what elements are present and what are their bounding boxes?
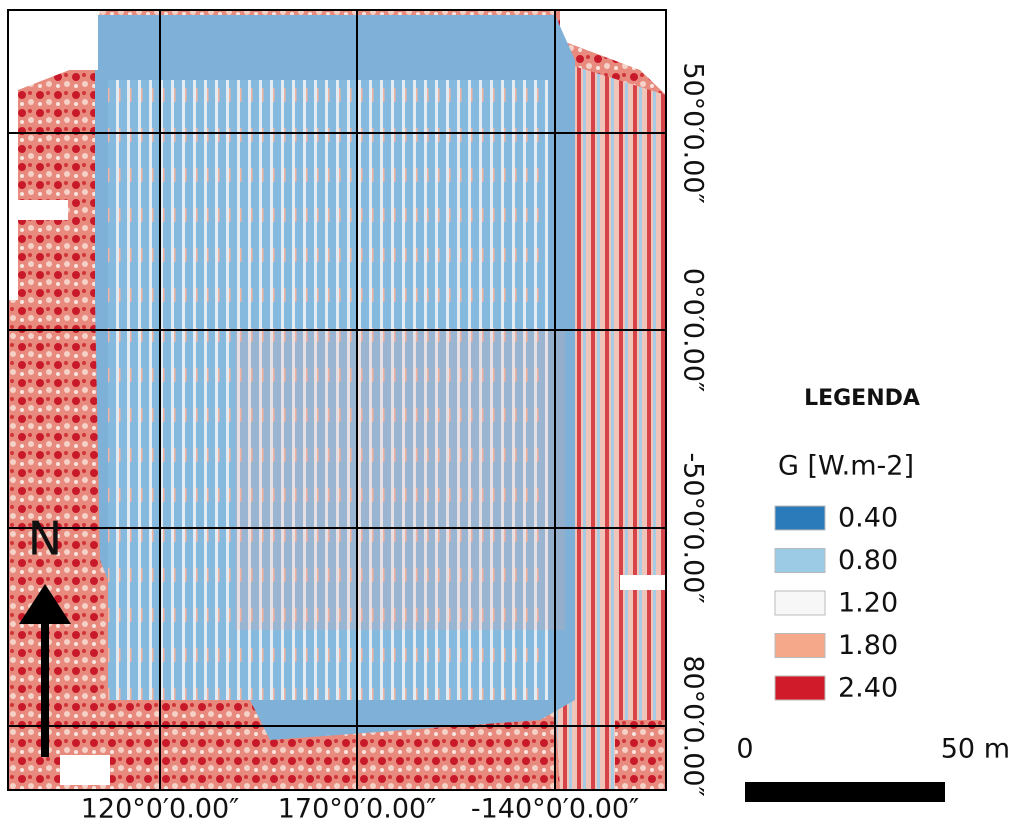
graticule <box>7 9 667 791</box>
legend-swatch <box>774 590 826 616</box>
latitude-label: 0°0′0.00″ <box>678 268 709 392</box>
north-arrow: N <box>19 512 71 757</box>
map-image <box>8 10 666 790</box>
longitude-label: -140°0′0.00″ <box>471 794 639 825</box>
scale-end: 50 m <box>941 734 1010 765</box>
right-labels: 50°0′0.00″ 0°0′0.00″ -50°0′0.00″ 80°0′0.00″ <box>678 62 709 796</box>
legend-label: 1.80 <box>838 630 898 661</box>
north-label: N <box>28 512 62 566</box>
legend-swatch <box>774 505 826 531</box>
longitude-label: 170°0′0.00″ <box>278 794 437 825</box>
legend-items: 0.40 0.80 1.20 1.80 2.40 <box>774 503 898 704</box>
scale-bar: 0 50 m <box>736 734 1010 802</box>
legend-label: 0.40 <box>838 503 898 534</box>
legend-swatch <box>774 675 826 701</box>
legend-subtitle: G [W.m-2] <box>778 451 914 482</box>
latitude-label: 80°0′0.00″ <box>678 655 709 796</box>
legend-swatch <box>774 633 826 658</box>
legend-label: 1.20 <box>838 588 898 619</box>
scale-start: 0 <box>736 734 753 765</box>
legend-swatch <box>774 548 826 573</box>
legend-label: 0.80 <box>838 545 898 576</box>
legend-label: 2.40 <box>838 673 898 704</box>
latitude-label: 50°0′0.00″ <box>678 62 709 203</box>
latitude-label: -50°0′0.00″ <box>678 452 709 603</box>
longitude-label: 120°0′0.00″ <box>81 794 240 825</box>
bottom-labels: 120°0′0.00″ 170°0′0.00″ -140°0′0.00″ <box>81 794 639 825</box>
legend-title: LEGENDA <box>804 386 920 411</box>
